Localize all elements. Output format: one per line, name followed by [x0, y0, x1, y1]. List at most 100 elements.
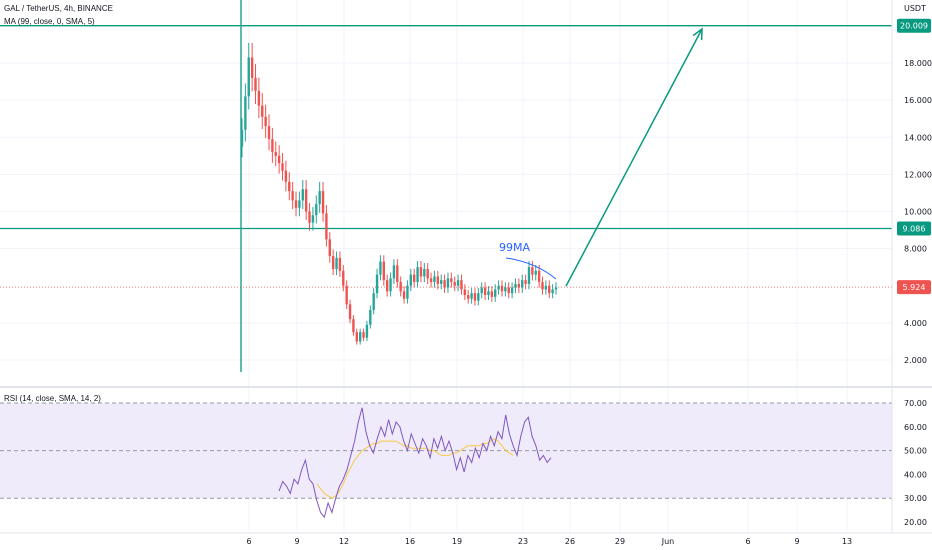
rsi-line: [278, 407, 552, 519]
time-tick-6: 26: [565, 537, 575, 546]
candle-body-28: [335, 257, 338, 270]
rsi-legend[interactable]: RSI (14, close, SMA, 14, 2): [4, 394, 101, 403]
price-label-text-0: 20.009: [900, 22, 928, 31]
candle-body-7: [264, 116, 267, 127]
rsi-axis[interactable]: 20.00 30.00 40.00 50.00 60.00 70.00: [904, 399, 927, 527]
candle-body-56: [429, 278, 433, 283]
candle-body-11: [277, 155, 281, 164]
ma-legend[interactable]: MA (99, close, 0, SMA, 5): [4, 17, 95, 26]
candle-body-52: [416, 267, 419, 283]
rsi-tick-0: 20.00: [904, 518, 927, 527]
candle-body-26: [328, 239, 331, 257]
symbol-legend[interactable]: GAL / TetherUS, 4h, BINANCE: [4, 4, 113, 13]
candle-body-43: [385, 280, 389, 292]
price-tick-0: 2.000: [904, 356, 927, 365]
price-tick-5: 14.000: [904, 133, 932, 142]
candle-body-66: [463, 289, 467, 296]
candle-body-29: [338, 257, 342, 271]
candle-body-42: [382, 261, 386, 281]
candle-body-33: [352, 319, 355, 333]
candle-body-55: [426, 269, 429, 279]
candle-body-54: [423, 269, 426, 277]
candle-body-93: [554, 287, 558, 290]
candle-body-75: [494, 289, 497, 297]
candle-body-45: [392, 265, 396, 279]
candle-body-86: [531, 267, 534, 275]
candle-body-17: [298, 200, 301, 208]
candle-body-13: [284, 170, 288, 182]
candle-body-59: [440, 280, 443, 284]
time-tick-11: 13: [842, 537, 852, 546]
price-label-box-1: [897, 221, 931, 236]
ma-annotation-label[interactable]: 99MA: [499, 241, 530, 254]
candle-body-87: [534, 270, 537, 275]
candle-body-81: [514, 283, 517, 288]
time-tick-2: 12: [339, 537, 349, 546]
candle-body-78: [504, 287, 507, 292]
candle-body-22: [315, 204, 318, 216]
candle-body-88: [537, 270, 541, 283]
arrow-head: [692, 27, 703, 41]
time-axis[interactable]: 6 9 12 16 19 23 26 29 Jun 6 9 13: [246, 537, 852, 546]
projection-arrow[interactable]: [565, 27, 703, 287]
candle-body-79: [507, 287, 510, 294]
time-tick-10: 9: [794, 537, 799, 546]
candle-body-85: [527, 267, 531, 284]
candle-body-89: [541, 282, 544, 290]
arrow-shaft: [565, 28, 703, 287]
candlestick-series: [240, 42, 558, 345]
candle-body-31: [345, 285, 348, 305]
price-tick-7: 18.000: [904, 59, 932, 68]
candle-body-64: [456, 280, 460, 286]
time-tick-0: 6: [246, 537, 251, 546]
candle-body-3: [250, 57, 254, 78]
candle-body-48: [402, 291, 406, 299]
candle-body-67: [467, 295, 470, 299]
candle-body-35: [358, 332, 362, 342]
time-tick-7: 29: [615, 537, 625, 546]
time-tick-9: 6: [745, 537, 750, 546]
candle-body-39: [372, 293, 375, 310]
horizontal-levels[interactable]: [0, 25, 892, 288]
currency-label: USDT: [904, 4, 926, 13]
candle-body-9: [271, 139, 274, 153]
price-axis-labels: 20.009 9.086 5.924: [897, 18, 931, 295]
candle-body-69: [473, 293, 477, 301]
candle-body-65: [460, 280, 463, 290]
candle-body-20: [308, 211, 311, 223]
candle-body-1: [244, 96, 247, 130]
candle-body-58: [436, 276, 440, 284]
candle-body-37: [365, 324, 369, 338]
candle-body-70: [477, 293, 480, 301]
candle-body-60: [443, 280, 446, 288]
rsi-tick-5: 70.00: [904, 399, 927, 408]
candle-body-0: [240, 129, 244, 147]
candle-body-77: [500, 285, 504, 292]
time-tick-3: 16: [405, 537, 415, 546]
rsi-tick-1: 30.00: [904, 494, 927, 503]
time-tick-8: Jun: [661, 537, 675, 546]
candle-body-25: [325, 213, 328, 240]
candle-body-10: [274, 152, 277, 156]
price-label-box-2: [897, 280, 931, 295]
price-axis[interactable]: 2.000 4.000 8.000 10.000 12.000 14.000 16.000 1…: [904, 59, 932, 365]
candle-body-51: [412, 274, 416, 283]
candle-body-91: [548, 285, 551, 294]
candle-body-57: [433, 276, 436, 283]
candle-body-49: [406, 285, 409, 299]
price-tick-2: 8.000: [904, 245, 927, 254]
candle-body-40: [375, 274, 379, 294]
rsi-series: [278, 407, 552, 519]
candle-body-44: [389, 278, 392, 292]
ma-annotation-curve[interactable]: [505, 257, 557, 280]
candle-body-2: [247, 57, 250, 97]
price-tick-4: 12.000: [904, 170, 932, 179]
candle-body-76: [497, 285, 500, 290]
candle-body-84: [524, 280, 527, 284]
grid-lines: [0, 0, 892, 533]
candle-body-68: [470, 293, 473, 299]
price-label-box-0: [897, 18, 931, 33]
candle-body-15: [291, 191, 294, 201]
price-tick-6: 16.000: [904, 96, 932, 105]
